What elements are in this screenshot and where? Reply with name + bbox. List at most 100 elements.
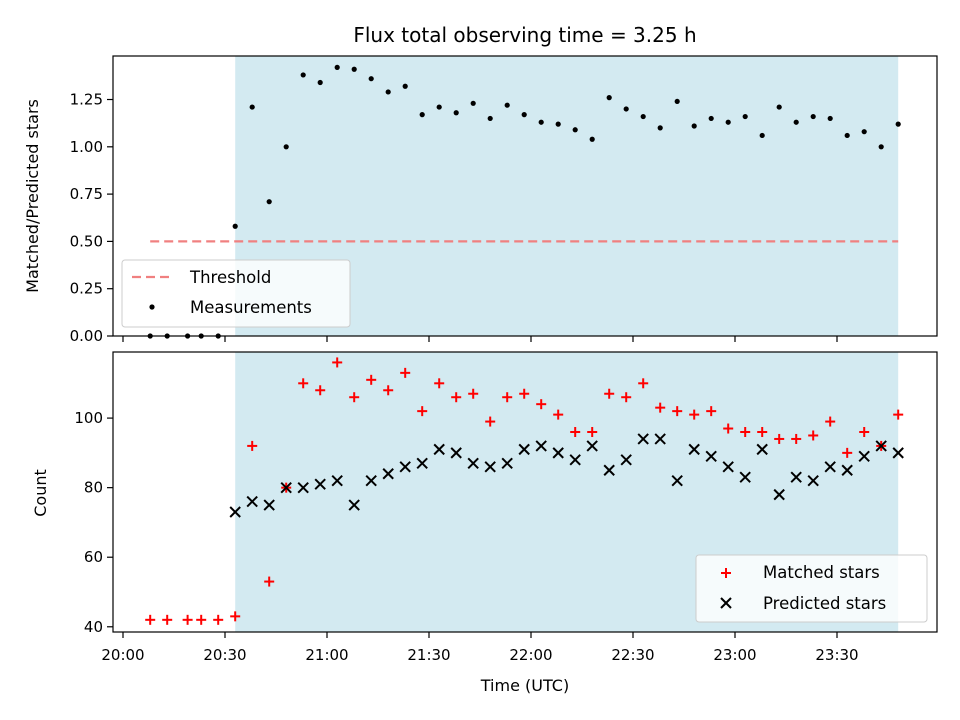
measurement-point — [436, 104, 442, 110]
x-tick-label: 21:30 — [407, 646, 450, 664]
predicted-star-point — [297, 481, 309, 494]
top-y-tick-label: 1.25 — [70, 91, 103, 109]
measurement-point — [895, 121, 901, 127]
matched-star-point — [689, 409, 700, 420]
measurement-point — [827, 115, 833, 122]
measurement-point — [810, 113, 816, 120]
matched-star-point — [638, 378, 649, 389]
top-axis-ticks: 0.00 0.25 0.50 0.75 1.00 1.25 — [70, 91, 838, 345]
measurement-point — [878, 144, 884, 150]
measurement-point — [606, 95, 612, 101]
matched-star-point — [536, 399, 547, 410]
measurement-point — [385, 89, 391, 95]
top-y-tick-label: 0.00 — [70, 327, 103, 345]
predicted-star-point — [824, 461, 836, 473]
bottom-axes-frame — [112, 351, 938, 633]
x-tick-label: 23:00 — [713, 646, 756, 664]
top-legend-box — [121, 259, 351, 328]
matched-star-point — [213, 614, 224, 625]
measurement-point — [742, 113, 748, 120]
measurement-point — [368, 76, 374, 82]
x-tick-label: 23:30 — [815, 646, 858, 664]
matched-star-point — [400, 367, 411, 378]
predicted-star-point — [229, 506, 241, 518]
predicted-star-point — [416, 457, 428, 470]
measurement-point — [504, 102, 510, 108]
predicted-star-point — [705, 450, 717, 463]
matched-star-point — [621, 392, 632, 403]
top-y-tick-label: 0.50 — [70, 232, 103, 250]
predicted-star-point — [280, 481, 292, 494]
matched-star-point — [502, 392, 513, 403]
matched-star-point — [298, 378, 309, 389]
measurement-point — [589, 136, 595, 142]
matched-star-point — [587, 427, 598, 437]
measurement-point — [266, 199, 272, 205]
x-tick-label: 22:30 — [611, 646, 654, 664]
matched-star-point — [468, 388, 479, 399]
predicted-star-point — [773, 488, 785, 501]
measurement-point — [283, 144, 289, 150]
legend-matched-label: Matched stars — [763, 563, 880, 582]
measurement-point — [555, 121, 561, 127]
measurement-point — [793, 119, 799, 125]
measurement-point — [657, 125, 663, 131]
top-y-tick-label: 0.25 — [70, 280, 103, 298]
measurement-point — [572, 127, 578, 133]
bottom-legend-box — [695, 554, 928, 623]
matched-star-point — [791, 433, 802, 444]
predicted-star-point — [790, 471, 802, 483]
predicted-star-point — [382, 468, 394, 480]
measurement-point — [759, 132, 765, 139]
predicted-star-point — [654, 433, 666, 445]
measurement-point — [725, 119, 731, 125]
measurement-point — [521, 112, 527, 118]
top-y-tick-label: 0.75 — [70, 185, 103, 203]
top-axes-frame — [112, 55, 938, 337]
matched-star-point — [553, 409, 564, 420]
bottom-y-tick-label: 80 — [84, 479, 103, 497]
predicted-star-point — [314, 478, 326, 490]
matched-star-point — [757, 427, 768, 437]
matched-star-point — [808, 430, 819, 441]
top-y-tick-label: 1.00 — [70, 138, 103, 156]
matched-star-point — [519, 388, 530, 399]
matched-star-point — [417, 406, 428, 417]
predicted-star-point — [365, 474, 377, 487]
bottom-axis-ticks: 20:00 20:30 21:00 21:30 22:00 22:30 23:00 23:30… — [74, 409, 858, 664]
measurement-point — [487, 115, 493, 122]
x-tick-label: 22:00 — [509, 646, 552, 664]
measurement-point — [402, 83, 408, 89]
top-legend: Threshold Measurements — [121, 259, 351, 328]
matched-star-point — [349, 392, 360, 403]
predicted-star-point — [722, 461, 734, 473]
predicted-star-point — [535, 440, 547, 452]
predicted-star-point — [263, 499, 275, 511]
matched-star-point — [842, 447, 853, 458]
measurement-point — [538, 119, 544, 125]
bottom-legend: Matched stars Predicted stars — [695, 554, 928, 623]
bottom-y-axis-label: Count — [31, 469, 50, 517]
legend-matched-swatch — [721, 568, 731, 578]
predicted-star-point — [331, 474, 343, 487]
predicted-star-point — [399, 461, 411, 473]
measurement-points — [147, 64, 901, 339]
matched-star-point — [740, 427, 751, 437]
legend-threshold-label: Threshold — [189, 268, 271, 287]
matched-star-point — [859, 427, 870, 437]
measurement-point — [674, 98, 680, 105]
measurement-point — [861, 129, 867, 135]
measurement-point — [844, 132, 850, 139]
matched-star-point — [264, 576, 275, 587]
x-tick-label: 20:00 — [101, 646, 144, 664]
predicted-star-point — [637, 433, 649, 445]
matched-star-point — [162, 614, 173, 625]
measurement-point — [776, 104, 782, 110]
predicted-star-point — [348, 499, 360, 511]
legend-measurements-swatch — [149, 304, 155, 310]
predicted-star-point — [450, 447, 462, 459]
matched-star-point — [604, 388, 615, 399]
bottom-panel: 20:00 20:30 21:00 21:30 22:00 22:30 23:00 23:30… — [31, 351, 938, 695]
legend-predicted-swatch — [720, 597, 732, 609]
matched-star-point — [672, 406, 683, 417]
